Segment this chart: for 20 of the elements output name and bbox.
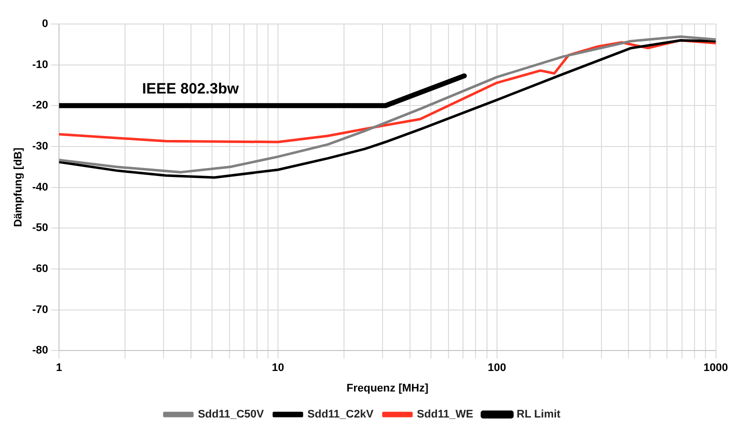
y-axis-title: Dämpfung [dB] [12,147,25,228]
y-tick-label: -30 [32,140,48,153]
legend-label: Sdd11_C2kV [307,408,374,421]
y-tick-label: -70 [32,304,48,316]
y-tick-label: -60 [32,262,48,275]
y-tick-label: -20 [32,100,48,112]
legend-label: RL Limit [516,408,561,421]
y-tick-label: -40 [32,181,48,194]
y-tick-label: -80 [32,344,48,357]
y-tick-label: 0 [42,18,48,30]
y-tick-label: -50 [32,222,48,234]
legend-label: Sdd11_WE [416,408,474,421]
x-axis-title: Frequenz [MHz] [346,382,429,394]
x-tick-label: 1 [56,362,62,374]
x-tick-label: 1000 [704,362,728,374]
annotation: IEEE 802.3bw [142,80,240,98]
x-tick-label: 10 [272,362,284,374]
y-tick-label: -10 [32,58,48,71]
x-tick-label: 100 [488,362,506,374]
legend-label: Sdd11_C50V [198,408,265,421]
